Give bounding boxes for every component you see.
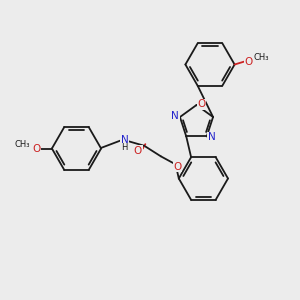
- Text: O: O: [32, 143, 41, 154]
- Text: O: O: [173, 161, 182, 172]
- Text: CH₃: CH₃: [14, 140, 30, 149]
- Text: N: N: [171, 110, 179, 121]
- Text: O: O: [134, 146, 142, 156]
- Text: O: O: [197, 99, 206, 110]
- Text: CH₃: CH₃: [254, 53, 269, 62]
- Text: N: N: [121, 135, 129, 146]
- Text: N: N: [208, 132, 215, 142]
- Text: O: O: [244, 56, 253, 67]
- Text: H: H: [122, 143, 128, 152]
